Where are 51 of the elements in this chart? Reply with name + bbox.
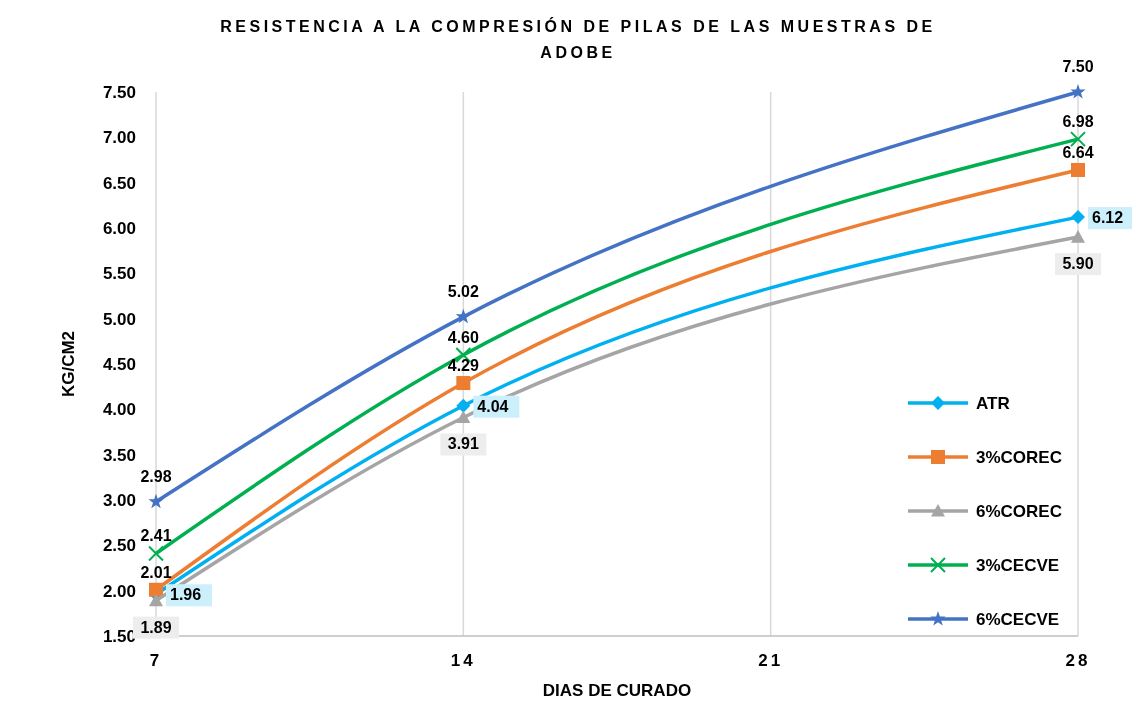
point [1071,162,1085,177]
point [456,398,471,413]
x-tick-label: 21 [758,651,784,670]
data-label: 3.91 [447,435,480,453]
y-tick-label: 3.00 [102,491,136,510]
y-tick-label: 4.50 [102,355,136,374]
point [1070,83,1086,99]
data-label: 5.02 [447,282,480,300]
y-tick-label: 7.50 [102,83,136,102]
x-axis-title: DIAS DE CURADO [542,681,692,700]
data-label: 4.04 [477,397,509,415]
y-tick-label: 6.50 [102,173,136,193]
legend-label: 6%CECVE [976,610,1060,629]
chart-title: RESISTENCIA A LA COMPRESIÓN DE PILAS DE LAS MUESTRAS DE ADOBE [220,17,936,61]
y-axis-title: KG/CM2 [59,330,78,398]
point [149,593,163,607]
legend-label: ATR [976,394,1010,413]
y-tick-label: 5.50 [102,264,136,284]
x-tick-label: 7 [149,651,163,670]
point [455,308,471,324]
legend-label: 3%COREC [976,448,1062,467]
data-label: 6.98 [1062,113,1094,131]
data-label: 2.41 [140,527,172,545]
point [456,410,471,424]
point [1071,210,1085,225]
y-tick-label: 2.50 [102,536,136,556]
data-label: 5.90 [1062,255,1094,273]
y-tick-label: 2.00 [102,581,136,601]
y-tick-label: 6.00 [102,219,136,238]
data-label: 4.60 [447,328,480,346]
y-tick-label: 7.00 [102,128,136,148]
y-tick-label: 4.00 [102,400,136,420]
y-tick-label: 3.50 [102,445,136,465]
data-label: 7.50 [1062,58,1094,75]
data-label: 1.96 [170,586,202,604]
data-label: 4.29 [447,357,480,375]
legend-label: 6%COREC [976,502,1062,521]
point [456,376,471,391]
point [1071,230,1085,243]
point [148,493,164,509]
data-label: 1.89 [140,618,172,636]
y-tick-label: 5.00 [102,309,136,329]
x-tick-label: 28 [1065,651,1091,670]
data-label: 2.01 [140,563,172,581]
data-label: 6.64 [1062,143,1094,161]
data-label: 2.98 [140,467,172,485]
point [149,582,163,597]
data-label: 6.12 [1092,209,1124,227]
legend-label: 3%CECVE [976,556,1060,575]
x-tick-label: 14 [450,651,476,670]
point [148,545,164,562]
